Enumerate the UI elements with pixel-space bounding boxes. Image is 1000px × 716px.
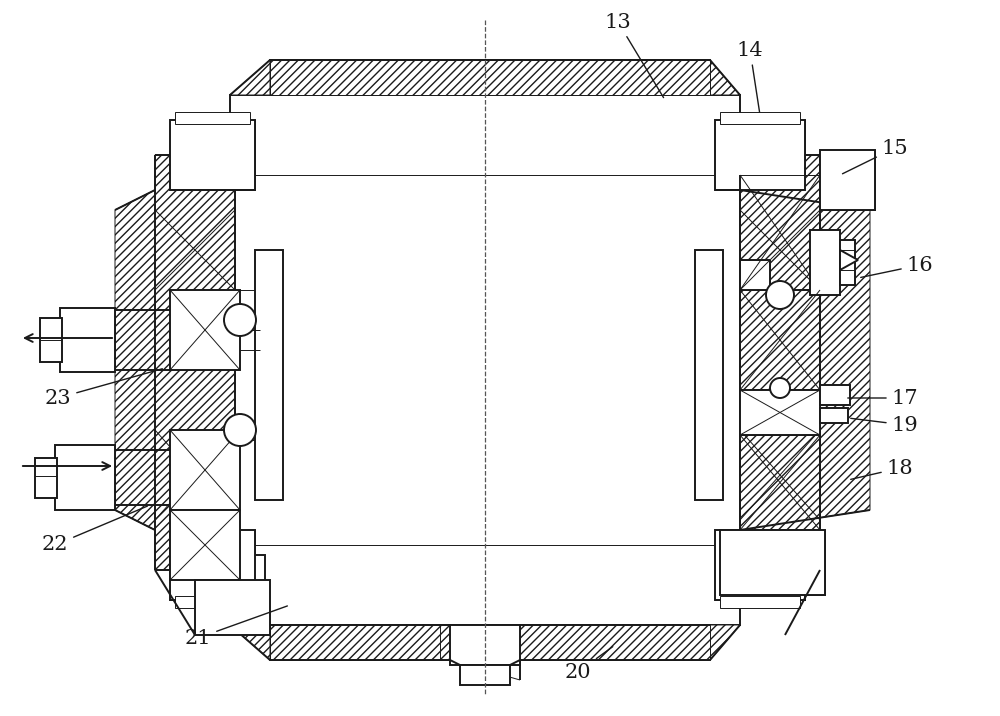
Text: 15: 15: [842, 138, 908, 174]
Bar: [715, 120, 805, 190]
Text: 19: 19: [851, 415, 918, 435]
Bar: [55, 445, 115, 510]
Text: 21: 21: [185, 606, 287, 647]
Bar: [170, 290, 240, 370]
Text: 22: 22: [42, 506, 147, 554]
Text: 23: 23: [45, 369, 162, 407]
Bar: [170, 530, 255, 600]
Bar: [695, 250, 723, 500]
Bar: [175, 596, 250, 608]
Circle shape: [770, 378, 790, 398]
Text: 14: 14: [737, 41, 763, 112]
Polygon shape: [230, 60, 270, 95]
Bar: [170, 430, 240, 510]
Polygon shape: [710, 60, 740, 95]
Bar: [170, 120, 255, 190]
Bar: [270, 60, 710, 95]
Bar: [195, 580, 270, 635]
Polygon shape: [740, 435, 820, 530]
Bar: [35, 458, 57, 498]
Bar: [840, 240, 855, 285]
Bar: [720, 596, 800, 608]
Polygon shape: [840, 250, 858, 270]
Bar: [40, 318, 62, 362]
Bar: [450, 625, 520, 665]
Text: 17: 17: [848, 389, 918, 407]
Text: 20: 20: [565, 647, 613, 682]
Polygon shape: [710, 625, 740, 660]
Text: 18: 18: [851, 458, 913, 480]
Bar: [60, 308, 115, 372]
Bar: [255, 250, 283, 500]
Bar: [820, 150, 875, 210]
Text: 16: 16: [861, 256, 933, 277]
Polygon shape: [230, 625, 270, 660]
Bar: [170, 510, 240, 580]
Circle shape: [766, 281, 794, 309]
Bar: [720, 112, 800, 124]
Bar: [175, 112, 250, 124]
Bar: [720, 530, 825, 595]
Bar: [810, 230, 840, 295]
Bar: [715, 530, 805, 600]
Polygon shape: [740, 175, 820, 290]
Bar: [170, 120, 255, 190]
Bar: [740, 435, 820, 530]
Bar: [715, 120, 805, 190]
Polygon shape: [740, 155, 870, 570]
Text: 13: 13: [605, 12, 664, 97]
Circle shape: [224, 414, 256, 446]
Polygon shape: [115, 155, 235, 570]
Bar: [230, 95, 740, 625]
Bar: [200, 555, 265, 583]
Bar: [460, 665, 510, 685]
Bar: [740, 290, 820, 390]
Polygon shape: [740, 290, 820, 390]
Circle shape: [224, 304, 256, 336]
Polygon shape: [270, 625, 710, 660]
Bar: [820, 385, 850, 405]
Bar: [820, 150, 875, 210]
Bar: [740, 390, 820, 435]
Bar: [170, 530, 255, 600]
Bar: [715, 530, 805, 600]
Bar: [820, 408, 848, 423]
Bar: [270, 625, 710, 660]
Polygon shape: [270, 60, 710, 95]
Bar: [720, 530, 825, 595]
